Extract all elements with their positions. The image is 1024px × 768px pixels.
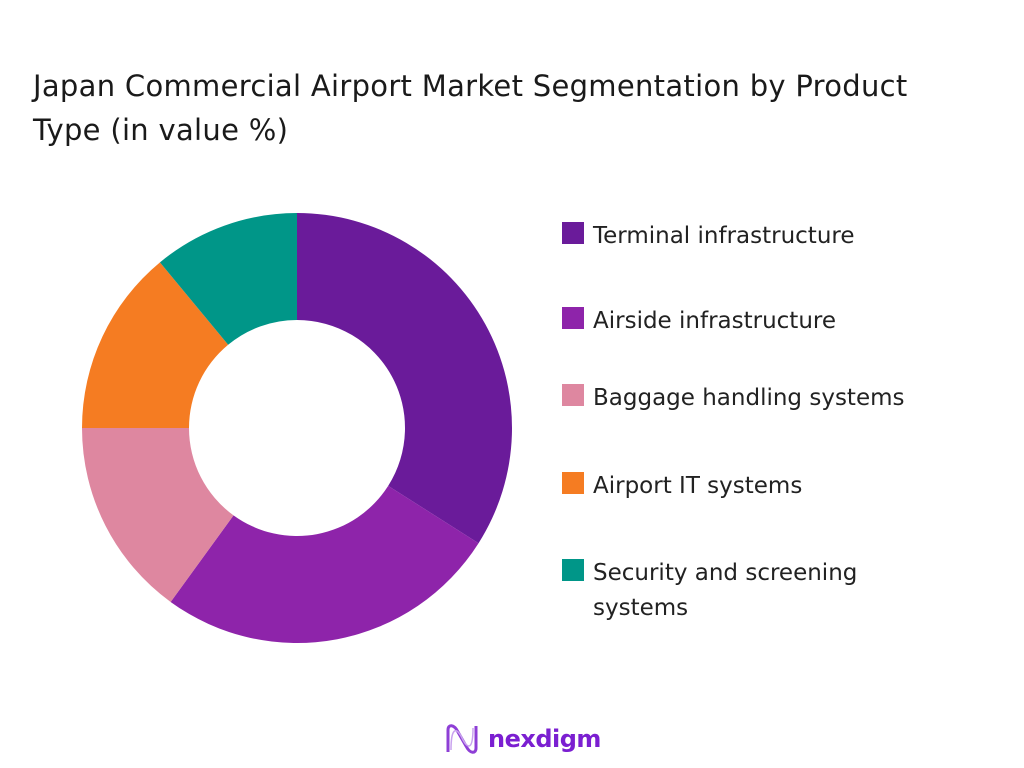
legend-item: Baggage handling systems	[562, 381, 982, 416]
legend-label: Baggage handling systems	[593, 385, 905, 411]
legend-swatch	[562, 472, 584, 494]
legend-label: Terminal infrastructure	[593, 223, 855, 249]
nexdigm-wave-icon	[446, 724, 478, 754]
legend-label: Airport IT systems	[593, 473, 803, 499]
legend-item: Terminal infrastructure	[562, 219, 982, 254]
slice-airport-it-systems	[82, 262, 229, 428]
legend-item: Security and screening systems	[562, 556, 982, 626]
legend-label: Security and screening systems	[593, 560, 858, 621]
chart-title: Japan Commercial Airport Market Segmenta…	[33, 69, 908, 147]
legend-swatch	[562, 307, 584, 329]
legend-label: Airside infrastructure	[593, 308, 837, 334]
legend-swatch	[562, 384, 584, 406]
legend-swatch	[562, 222, 584, 244]
legend-swatch	[562, 559, 584, 581]
nexdigm-logo: nexdigm	[444, 722, 601, 756]
slice-security-and-screening-systems	[159, 213, 297, 345]
slice-terminal-infrastructure	[297, 213, 513, 544]
legend-item: Airport IT systems	[562, 469, 982, 504]
slice-airside-infrastructure	[170, 485, 479, 643]
brand-name: nexdigm	[488, 725, 601, 753]
legend-item: Airside infrastructure	[562, 304, 982, 339]
slice-baggage-handling-systems	[82, 428, 234, 602]
